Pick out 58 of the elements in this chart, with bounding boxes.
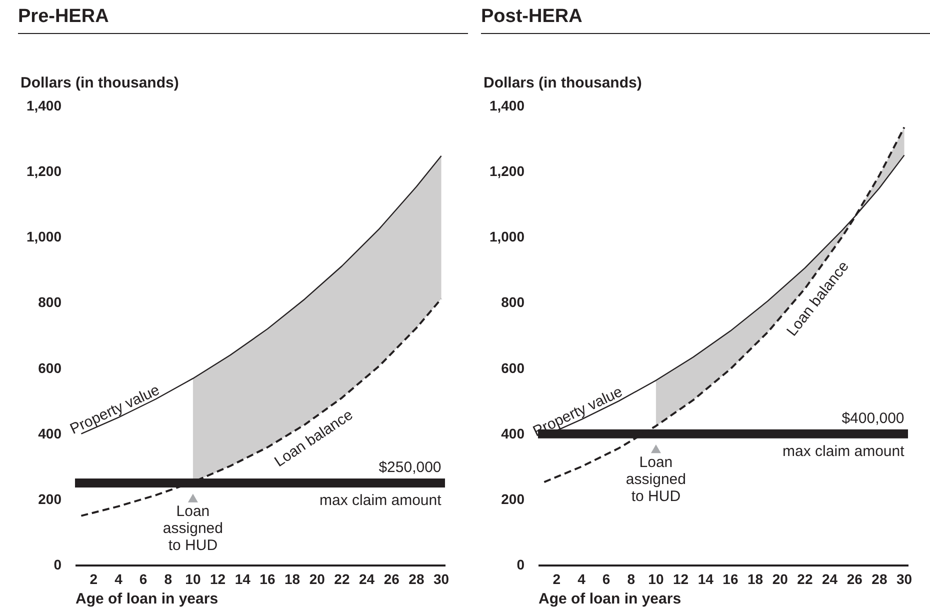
y-axis-title: Dollars (in thousands) bbox=[20, 74, 179, 92]
y-tick-label: 1,200 bbox=[489, 163, 525, 180]
chart-title: Pre-HERA bbox=[18, 0, 468, 34]
x-tick-label: 12 bbox=[210, 571, 226, 587]
y-tick-label: 400 bbox=[38, 425, 62, 442]
y-tick-label: 800 bbox=[501, 294, 525, 310]
x-tick-label: 20 bbox=[772, 571, 788, 587]
y-tick-label: 0 bbox=[54, 556, 62, 572]
x-tick-label: 16 bbox=[260, 571, 276, 587]
x-tick-label: 8 bbox=[164, 571, 172, 587]
y-axis-title: Dollars (in thousands) bbox=[484, 74, 642, 92]
x-axis-title: Age of loan in years bbox=[538, 590, 682, 608]
x-axis-title: Age of loan in years bbox=[76, 590, 218, 608]
x-tick-label: 30 bbox=[433, 571, 450, 587]
x-tick-label: 16 bbox=[722, 571, 738, 587]
x-tick-label: 12 bbox=[672, 571, 689, 587]
chart-title: Post-HERA bbox=[481, 0, 930, 34]
x-tick-label: 20 bbox=[309, 571, 326, 587]
y-tick-label: 800 bbox=[38, 294, 62, 310]
y-tick-label: 1,400 bbox=[489, 98, 525, 114]
ref-line-label: $250,000 bbox=[378, 459, 442, 476]
x-tick-label: 28 bbox=[872, 571, 888, 587]
x-tick-label: 18 bbox=[747, 571, 764, 587]
x-tick-label: 22 bbox=[797, 571, 813, 587]
x-tick-label: 24 bbox=[358, 571, 375, 587]
x-tick-label: 28 bbox=[408, 571, 424, 587]
x-tick-label: 22 bbox=[334, 571, 350, 587]
x-tick-label: 2 bbox=[552, 571, 561, 587]
x-tick-label: 14 bbox=[698, 571, 714, 587]
x-tick-label: 2 bbox=[90, 571, 98, 587]
y-tick-label: 400 bbox=[501, 425, 525, 442]
x-tick-label: 4 bbox=[114, 571, 123, 587]
x-tick-label: 24 bbox=[822, 571, 838, 587]
y-tick-label: 200 bbox=[38, 490, 62, 507]
ref-line-label: $400,000 bbox=[842, 410, 904, 427]
y-tick-label: 1,400 bbox=[26, 98, 62, 114]
annotation: Loan assigned to HUD bbox=[626, 454, 686, 505]
x-tick-label: 4 bbox=[578, 571, 586, 587]
annotation: max claim amount bbox=[320, 492, 442, 510]
y-tick-label: 600 bbox=[38, 360, 62, 376]
x-tick-label: 26 bbox=[846, 571, 863, 587]
x-tick-label: 30 bbox=[896, 571, 912, 587]
y-tick-label: 600 bbox=[501, 360, 525, 376]
x-tick-label: 8 bbox=[627, 571, 636, 587]
y-tick-label: 1,000 bbox=[489, 228, 525, 245]
x-tick-label: 6 bbox=[602, 571, 610, 587]
annotation: Loan assigned to HUD bbox=[162, 503, 223, 554]
y-tick-label: 200 bbox=[501, 490, 525, 507]
y-tick-label: 1,200 bbox=[26, 163, 62, 180]
x-tick-label: 10 bbox=[185, 571, 201, 587]
x-tick-label: 10 bbox=[648, 571, 664, 587]
y-tick-label: 1,000 bbox=[26, 228, 62, 245]
x-tick-label: 14 bbox=[234, 571, 251, 587]
x-tick-label: 26 bbox=[384, 571, 400, 587]
annotation: max claim amount bbox=[782, 442, 906, 460]
x-tick-label: 18 bbox=[284, 571, 300, 587]
x-tick-label: 6 bbox=[139, 571, 148, 587]
y-tick-label: 0 bbox=[516, 556, 525, 572]
